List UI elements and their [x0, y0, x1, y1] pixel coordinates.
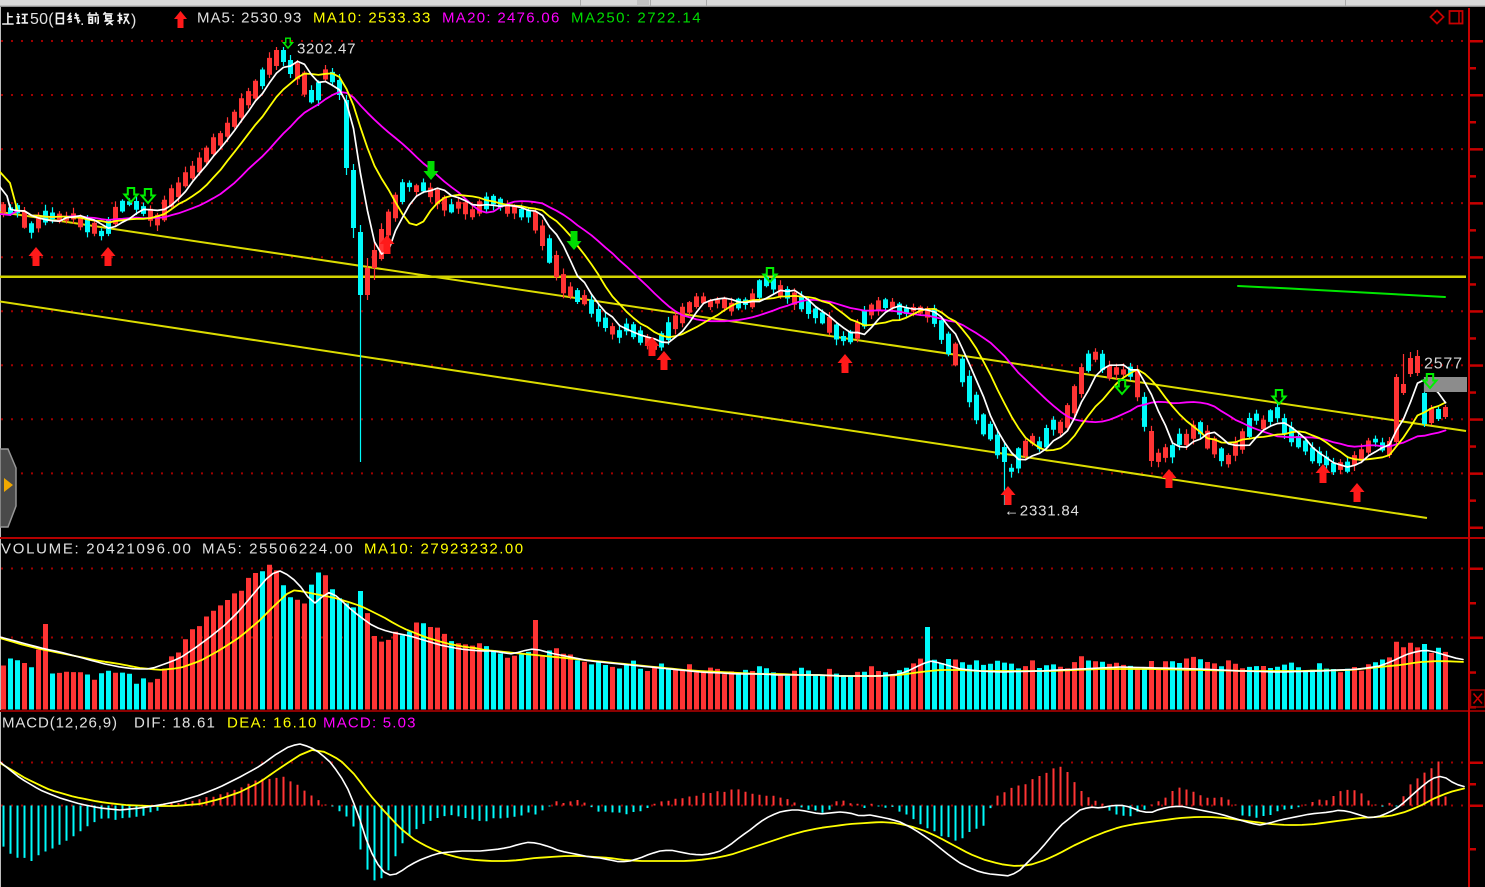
svg-text:MA10: 27923232.00: MA10: 27923232.00: [364, 541, 525, 558]
svg-text:MA250: 2722.14: MA250: 2722.14: [571, 10, 702, 27]
svg-text:MA10: 2533.33: MA10: 2533.33: [313, 10, 432, 27]
svg-text:MA20: 2476.06: MA20: 2476.06: [442, 10, 561, 27]
svg-text:←2331.84: ←2331.84: [1004, 503, 1080, 520]
svg-text:.: .: [80, 12, 85, 29]
svg-text:DIF: 18.61: DIF: 18.61: [134, 715, 216, 732]
svg-text:MACD: 5.03: MACD: 5.03: [323, 715, 417, 732]
svg-text:VOLUME: 20421096.00: VOLUME: 20421096.00: [1, 541, 193, 558]
svg-text:): ): [131, 12, 137, 29]
svg-text:MA5: 2530.93: MA5: 2530.93: [197, 10, 302, 27]
svg-text:50(: 50(: [30, 11, 54, 28]
svg-text:2577: 2577: [1424, 356, 1463, 373]
svg-text:MACD(12,26,9): MACD(12,26,9): [2, 715, 118, 732]
svg-text:DEA: 16.10: DEA: 16.10: [227, 715, 318, 732]
svg-text:MA5: 25506224.00: MA5: 25506224.00: [202, 541, 354, 558]
svg-text:3202.47: 3202.47: [297, 41, 356, 58]
